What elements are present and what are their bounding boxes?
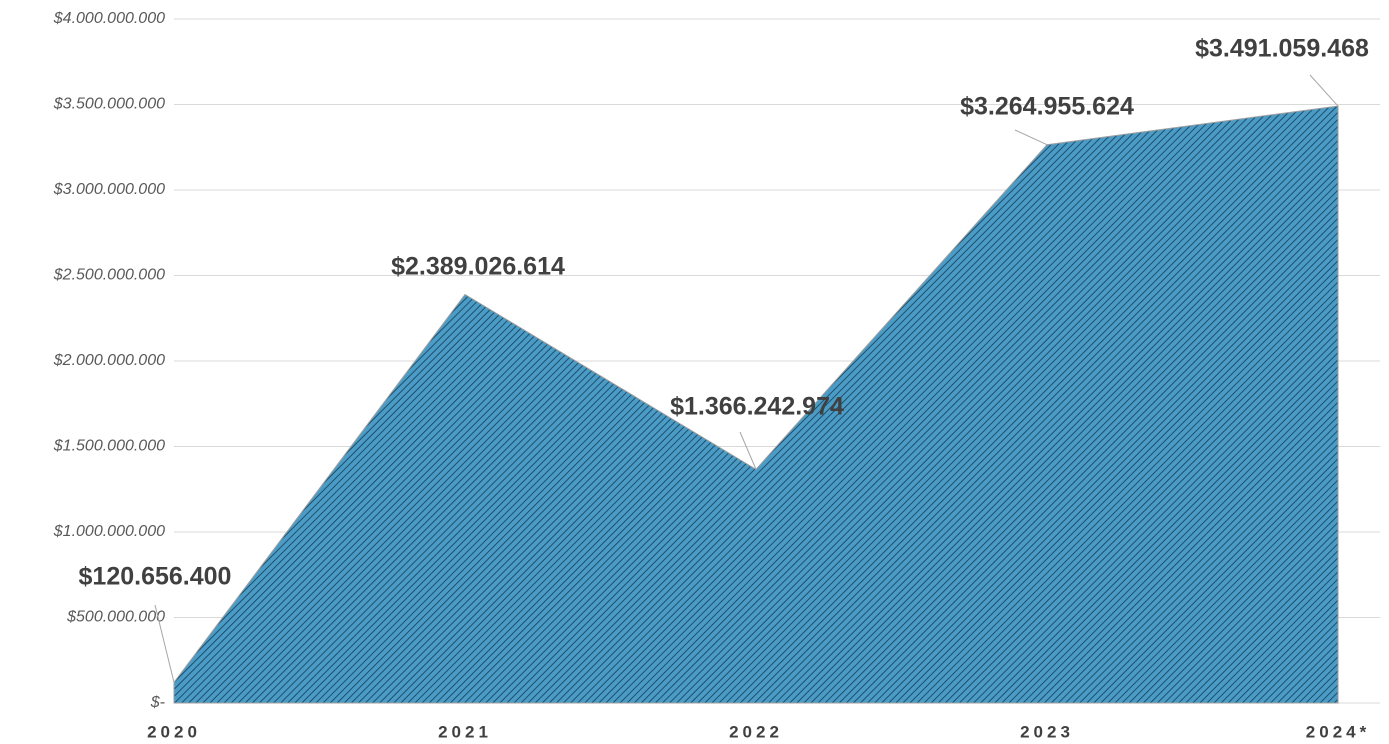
- x-tick-label: 2021: [438, 722, 492, 741]
- data-label: $3.264.955.624: [960, 93, 1134, 121]
- leader-line: [1309, 74, 1339, 107]
- data-label: $3.491.059.468: [1195, 35, 1369, 63]
- x-tick-label: 2024*: [1306, 722, 1370, 741]
- y-tick-label: $500.000.000: [66, 609, 165, 626]
- leader-line: [739, 431, 757, 470]
- data-label: $1.366.242.974: [670, 393, 844, 421]
- leader-line: [154, 604, 175, 683]
- y-tick-label: $1.500.000.000: [53, 438, 165, 455]
- leader-line: [1014, 129, 1048, 146]
- x-tick-label: 2020: [147, 722, 201, 741]
- x-tick-label: 2023: [1020, 722, 1074, 741]
- y-tick-label: $3.000.000.000: [53, 181, 165, 198]
- y-tick-label: $2.500.000.000: [53, 267, 165, 284]
- y-tick-label: $4.000.000.000: [53, 10, 165, 27]
- x-tick-label: 2022: [729, 722, 783, 741]
- y-tick-label: $-: [150, 694, 165, 711]
- area: [173, 105, 1339, 704]
- data-label: $120.656.400: [79, 563, 232, 591]
- y-tick-label: $2.000.000.000: [53, 352, 165, 369]
- y-tick-label: $1.000.000.000: [53, 523, 165, 540]
- y-tick-label: $3.500.000.000: [53, 96, 165, 113]
- data-label: $2.389.026.614: [391, 253, 565, 281]
